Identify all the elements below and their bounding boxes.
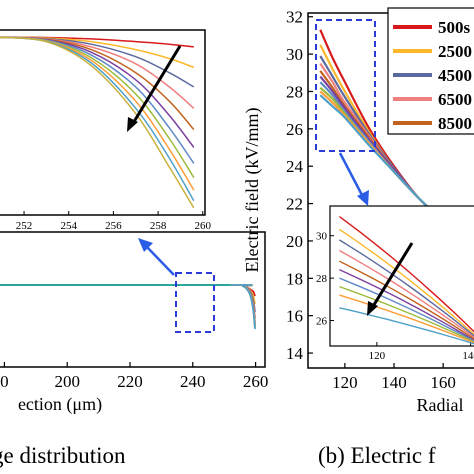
left-main-series-line (0, 284, 256, 305)
legend-label: 6500 (438, 90, 472, 109)
right-main-ytick-label: 18 (286, 269, 303, 288)
right-inset-arrow-head (367, 301, 378, 316)
right-inset-series-line (339, 239, 474, 337)
left-inset-xtick-label: 252 (16, 220, 33, 232)
left-inset-xtick-label: 254 (60, 220, 77, 232)
right-main-legend: 500s 2500 4500 6500 8500 (387, 7, 474, 135)
captions: ge distribution (b) Electric f (0, 443, 436, 468)
left-main-series-line (0, 284, 256, 323)
legend-label: 8500 (438, 114, 472, 133)
left-main-xtick-label: 200 (54, 372, 80, 391)
left-main-xtick-label: 220 (117, 372, 143, 391)
right-zoom-arrow-shaft (338, 152, 365, 198)
right-main-xlabel: Radial (417, 395, 464, 415)
left-inset-plot: 252 254 256 258 260 (0, 29, 212, 232)
right-inset-series-line (339, 268, 474, 342)
right-inset-series-line (338, 216, 474, 333)
left-main-series-line (0, 284, 256, 319)
right-inset-ytick-label: 28 (316, 273, 328, 285)
right-inset-series-line (339, 260, 474, 340)
right-main-ytick-label: 24 (286, 157, 304, 176)
right-main-xtick-label: 120 (332, 373, 358, 392)
left-inset-arrow-shaft (130, 45, 182, 126)
right-main-zoom-box (315, 19, 376, 152)
caption-left: ge distribution (0, 443, 126, 468)
right-main-ytick-label: 28 (286, 82, 303, 101)
right-inset-series-line (339, 294, 474, 344)
left-main-series-line (0, 284, 256, 329)
right-inset-series-line (339, 249, 474, 339)
left-main-zoom-box (175, 272, 215, 333)
right-inset-plot: 26 28 30 120 140 (316, 205, 474, 362)
left-inset-arrow-head (127, 117, 138, 132)
left-main-series-line (0, 284, 256, 297)
right-main-ytick-label: 14 (286, 344, 304, 363)
legend-label: 500s (438, 18, 471, 37)
right-inset-xtick-label: 120 (369, 350, 386, 362)
right-inset-series (338, 216, 474, 345)
right-inset-xtick-label: 140 (462, 350, 474, 362)
annotations (138, 152, 369, 276)
left-main-series-line (0, 284, 256, 326)
left-main-xtick-label: 240 (180, 372, 206, 391)
legend-label: 2500 (438, 42, 472, 61)
left-zoom-arrow-head (138, 238, 153, 252)
left-main-xlabel: ection (μm) (18, 394, 102, 415)
left-main-series-line (0, 284, 256, 330)
left-main-series-line (0, 284, 256, 327)
left-main-plot: 0 200 220 240 260 ection (μm) (0, 231, 269, 415)
right-inset-ytick-label: 30 (316, 231, 328, 243)
left-main-frame (0, 231, 266, 368)
left-zoom-arrow-shaft (145, 245, 175, 276)
right-main-ytick-label: 30 (286, 45, 303, 64)
right-inset-arrow-shaft (370, 242, 414, 309)
right-inset-series-line (339, 277, 474, 342)
left-main-xtick-label: 0 (0, 372, 9, 391)
right-inset-series-line (339, 307, 474, 345)
left-main-series-line (0, 284, 256, 313)
right-main-ytick-label: 32 (286, 8, 303, 27)
right-inset-ytick-label: 26 (316, 316, 328, 328)
right-inset-series-line (339, 285, 474, 343)
right-inset-series-line (339, 228, 474, 336)
left-inset-series-line (0, 36, 195, 209)
right-main-xtick-label: 140 (381, 373, 407, 392)
right-main-ytick-label: 22 (286, 195, 303, 214)
right-main-ytick-label: 26 (286, 120, 303, 139)
legend-label: 4500 (438, 66, 472, 85)
left-inset-xtick-label: 258 (150, 220, 167, 232)
right-main-xtick-label: 160 (430, 373, 456, 392)
right-main-ytick-label: 16 (286, 307, 303, 326)
caption-right: (b) Electric f (318, 443, 436, 468)
left-inset-xtick-label: 260 (195, 220, 212, 232)
left-main-series-line (0, 284, 256, 328)
left-inset-xtick-label: 256 (105, 220, 122, 232)
right-main-ylabel: Electric field (kV/mm) (242, 108, 263, 273)
left-main-xtick-label: 260 (243, 372, 269, 391)
right-main-ytick-label: 20 (286, 232, 303, 251)
right-zoom-arrow-head (357, 190, 369, 206)
